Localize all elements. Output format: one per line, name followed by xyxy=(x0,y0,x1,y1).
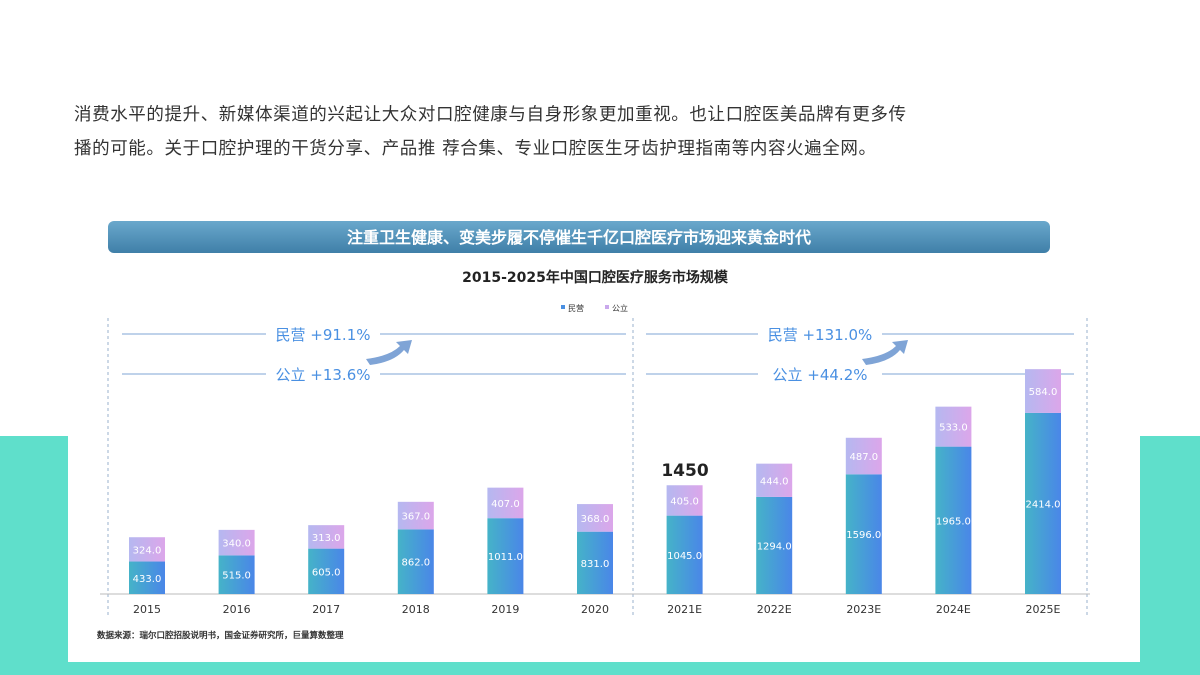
data-source: 数据来源：瑞尔口腔招股说明书，国金证券研究所，巨量算数整理 xyxy=(97,631,344,641)
data-label-public: 487.0 xyxy=(849,452,878,463)
bar-public xyxy=(666,485,703,516)
legend-label-public: 公立 xyxy=(612,303,628,313)
x-tick-label: 2020 xyxy=(581,603,609,616)
period2-public-growth: 公立 +44.2% xyxy=(773,366,868,384)
x-tick-label: 2021E xyxy=(667,603,702,616)
bar-public xyxy=(308,525,345,549)
x-tick-label: 2025E xyxy=(1026,603,1061,616)
bar-public xyxy=(397,501,434,530)
data-label-public: 340.0 xyxy=(222,539,251,550)
paragraph-line-1: 消费水平的提升、新媒体渠道的兴起让大众对口腔健康与自身形象更加重视。也让口腔医美… xyxy=(74,105,907,125)
paragraph-line-2: 播的可能。关于口腔护理的干货分享、产品推 荐合集、专业口腔医生牙齿护理指南等内容… xyxy=(74,139,877,159)
data-label-private: 1596.0 xyxy=(846,530,881,541)
bar-private xyxy=(397,529,434,594)
data-label-private: 433.0 xyxy=(133,574,162,585)
bar-private xyxy=(129,561,165,594)
bar-public xyxy=(1025,369,1061,413)
bar-public xyxy=(487,487,524,519)
period2-private-growth: 民营 +131.0% xyxy=(768,326,873,344)
chart-title: 2015-2025年中国口腔医疗服务市场规模 xyxy=(462,269,729,286)
bar-private xyxy=(577,531,613,594)
bar-public xyxy=(935,406,972,447)
bar-private xyxy=(935,446,972,594)
legend-swatch-public xyxy=(605,305,609,309)
data-label-private: 515.0 xyxy=(222,571,251,582)
total-2021E-label: 1450 xyxy=(661,461,708,481)
period1-private-growth: 民营 +91.1% xyxy=(276,326,371,344)
legend-swatch-private xyxy=(561,305,565,309)
trend-arrow-icon xyxy=(862,340,908,365)
data-label-public: 584.0 xyxy=(1029,387,1058,398)
x-tick-label: 2019 xyxy=(491,603,519,616)
bar-private xyxy=(218,555,255,594)
bar-private xyxy=(845,474,882,594)
bar-public xyxy=(218,529,255,556)
bar-private xyxy=(308,548,345,594)
period1-public-growth: 公立 +13.6% xyxy=(276,366,371,384)
decor-bottom xyxy=(0,662,1200,675)
bar-public xyxy=(845,437,882,475)
data-label-public: 324.0 xyxy=(133,545,162,556)
data-label-public: 444.0 xyxy=(760,476,789,487)
legend: 民营 公立 xyxy=(561,303,628,313)
decor-left xyxy=(0,436,68,675)
data-label-private: 1965.0 xyxy=(936,516,971,527)
x-tick-label: 2018 xyxy=(402,603,430,616)
intro-paragraph: 消费水平的提升、新媒体渠道的兴起让大众对口腔健康与自身形象更加重视。也让口腔医美… xyxy=(74,98,1134,166)
data-label-private: 2414.0 xyxy=(1026,499,1061,510)
x-tick-label: 2024E xyxy=(936,603,971,616)
data-label-public: 407.0 xyxy=(491,499,520,510)
x-tick-label: 2015 xyxy=(133,603,161,616)
data-label-public: 368.0 xyxy=(581,514,610,525)
x-tick-label: 2016 xyxy=(223,603,251,616)
banner xyxy=(108,221,1050,253)
bar-private xyxy=(756,496,793,594)
bar-public xyxy=(129,537,165,562)
bar-public xyxy=(577,504,613,532)
data-label-public: 405.0 xyxy=(670,496,699,507)
data-label-public: 367.0 xyxy=(401,512,430,523)
x-tick-label: 2017 xyxy=(312,603,340,616)
bar-private xyxy=(487,518,524,594)
bar-private xyxy=(1025,412,1061,594)
bar-private xyxy=(666,515,703,594)
banner-text: 注重卫生健康、变美步履不停催生千亿口腔医疗市场迎来黄金时代 xyxy=(347,228,811,247)
data-label-private: 1045.0 xyxy=(667,551,702,562)
data-label-public: 533.0 xyxy=(939,423,968,434)
legend-label-private: 民营 xyxy=(568,303,584,313)
bar-public xyxy=(756,463,793,497)
data-label-private: 831.0 xyxy=(581,559,610,570)
x-tick-label: 2022E xyxy=(757,603,792,616)
data-label-private: 1011.0 xyxy=(488,552,523,563)
x-tick-label: 2023E xyxy=(846,603,881,616)
data-label-public: 313.0 xyxy=(312,533,341,544)
decor-right xyxy=(1140,436,1200,675)
data-label-private: 1294.0 xyxy=(757,541,792,552)
data-label-private: 862.0 xyxy=(401,558,430,569)
data-label-private: 605.0 xyxy=(312,567,341,578)
trend-arrow-icon xyxy=(366,340,412,365)
